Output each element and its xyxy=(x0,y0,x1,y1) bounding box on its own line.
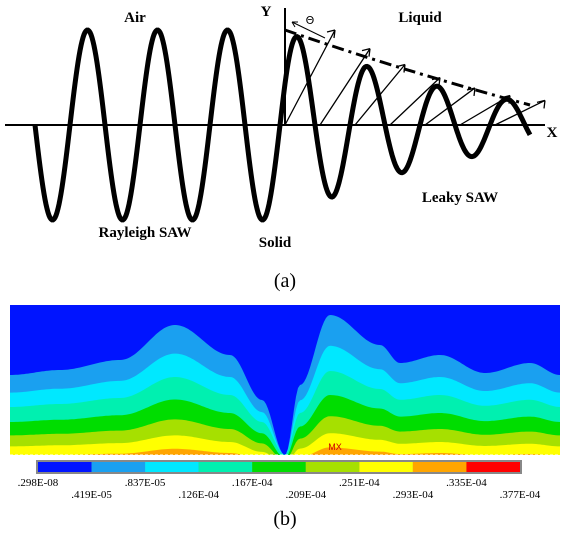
colorbar-swatch xyxy=(359,462,413,472)
panel-a: Air Liquid Y X Θ Rayleigh SAW Solid Leak… xyxy=(5,4,558,292)
contour-band xyxy=(10,433,560,455)
panel-b: MX .298E-08 .419E-05 .837E-05 .126E-04 .167E… xyxy=(10,305,560,530)
label: Leaky SAW xyxy=(422,190,498,206)
arrow xyxy=(459,94,511,126)
colorbar-swatch xyxy=(252,462,306,472)
arrow xyxy=(319,47,371,126)
arrow xyxy=(389,76,441,126)
colorbar-label: .167E-04 xyxy=(232,477,273,489)
colorbar-label: .293E-04 xyxy=(393,489,434,501)
arrow xyxy=(354,63,406,126)
arrow xyxy=(424,87,476,126)
wave xyxy=(32,27,533,223)
colorbar-label: .377E-04 xyxy=(500,489,541,501)
colorbar-label: .419E-05 xyxy=(71,489,112,501)
arrow xyxy=(494,99,546,126)
caption: (b) xyxy=(273,508,296,530)
arrow xyxy=(284,29,336,126)
colorbar-label: .837E-05 xyxy=(125,477,166,489)
label: Rayleigh SAW xyxy=(99,225,192,241)
label: Air xyxy=(124,10,146,26)
colorbar: .298E-08 .419E-05 .837E-05 .126E-04 .167E-04… xyxy=(18,460,541,501)
colorbar-label: .298E-08 xyxy=(18,477,59,489)
colorbar-swatch xyxy=(305,462,360,472)
colorbar-label: .126E-04 xyxy=(178,489,219,501)
colorbar-swatch xyxy=(198,462,253,472)
contour-band xyxy=(10,447,560,455)
label: X xyxy=(547,125,558,141)
colorbar-swatch xyxy=(466,462,520,472)
max-marker: MX xyxy=(328,442,342,452)
colorbar-swatch xyxy=(38,462,92,472)
label: Liquid xyxy=(398,10,442,26)
colorbar-swatch xyxy=(145,462,199,472)
colorbar-swatch xyxy=(91,462,146,472)
colorbar-swatch xyxy=(412,462,467,472)
label: Solid xyxy=(259,235,292,251)
arrows xyxy=(284,29,546,126)
colorbar-label: .251E-04 xyxy=(339,477,380,489)
colorbar-label: .335E-04 xyxy=(446,477,487,489)
contour xyxy=(10,315,560,455)
colorbar-label: .209E-04 xyxy=(285,489,326,501)
label: Θ xyxy=(306,14,315,27)
caption: (a) xyxy=(274,270,296,292)
label: Y xyxy=(261,4,272,20)
angle-arrow xyxy=(291,21,326,39)
decay-envelope xyxy=(284,28,531,107)
